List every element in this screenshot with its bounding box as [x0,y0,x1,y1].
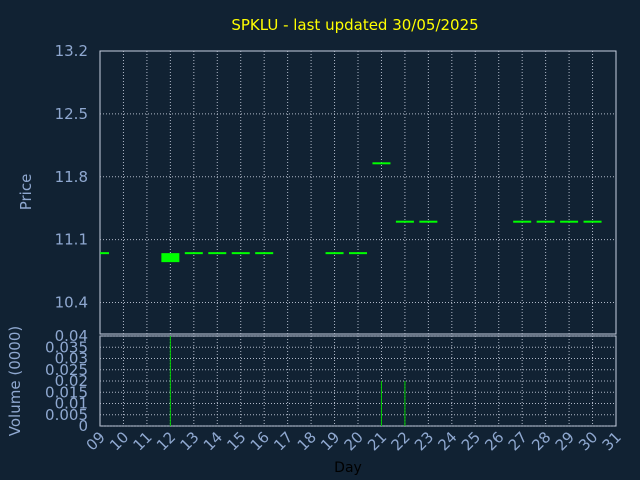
volume-tick-label: 0.015 [45,383,88,401]
x-tick-label: 12 [153,428,179,454]
x-tick-label: 26 [481,428,507,454]
chart-title: SPKLU - last updated 30/05/2025 [231,16,478,34]
x-axis-label: Day [334,460,362,476]
x-tick-label: 18 [294,428,320,454]
price-candle [395,220,414,223]
price-tick-label: 12.5 [55,105,88,123]
price-candle [513,220,532,223]
price-candle [255,252,274,255]
price-candle [419,220,438,223]
price-candle [325,252,344,255]
price-candle [560,220,579,223]
volume-tick-label: 0.005 [45,406,88,424]
price-axis-label: Price [17,174,35,211]
x-tick-label: 29 [552,428,578,454]
x-tick-label: 14 [200,428,226,454]
x-tick-label: 28 [528,428,554,454]
price-candle [100,252,109,255]
price-tick-label: 13.2 [55,42,88,60]
x-tick-label: 31 [599,428,625,454]
price-candle [583,220,602,223]
volume-tick-label: 0.01 [55,395,88,413]
price-candle [161,253,180,263]
price-candle [184,252,203,255]
volume-bar [404,381,406,426]
x-tick-label: 11 [130,428,156,454]
price-tick-label: 10.4 [55,294,88,312]
x-tick-label: 24 [434,428,460,454]
x-tick-label: 16 [247,428,273,454]
x-tick-label: 17 [270,428,296,454]
x-tick-label: 22 [388,428,414,454]
x-tick-label: 20 [341,428,367,454]
x-tick-label: 25 [458,428,484,454]
price-tick-label: 11.8 [55,168,88,186]
price-tick-label: 11.1 [55,231,88,249]
x-tick-label: 30 [575,428,601,454]
price-candle [349,252,367,255]
x-tick-label: 15 [223,428,249,454]
x-tick-label: 23 [411,428,437,454]
volume-tick-label: 0.04 [55,327,88,345]
volume-bar [380,381,382,426]
volume-tick-label: 0.03 [55,350,88,368]
volume-tick-label: 0.02 [55,372,88,390]
price-candle [536,220,555,223]
volume-tick-label: 0.035 [45,338,88,356]
x-tick-label: 21 [364,428,390,454]
volume-tick-label: 0.025 [45,361,88,379]
x-tick-label: 19 [317,428,343,454]
price-candle [372,162,391,165]
x-tick-label: 10 [106,428,132,454]
volume-axis-label: Volume (0000) [6,326,24,436]
volume-bar [169,336,171,426]
x-tick-label: 13 [176,428,202,454]
x-tick-label: 27 [505,428,531,454]
price-candle [208,252,227,255]
price-candle [231,252,250,255]
volume-tick-label: 0 [78,417,88,435]
